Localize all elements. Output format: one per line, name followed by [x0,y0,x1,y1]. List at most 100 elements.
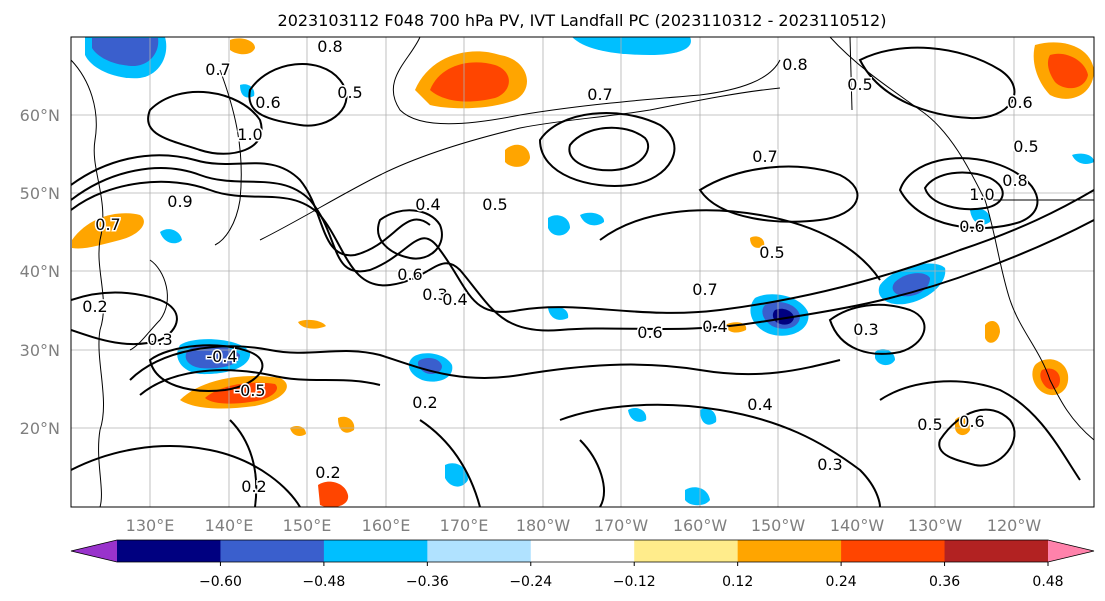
lon-label: 140°W [830,516,885,535]
border-alaska [849,37,853,111]
colorbar-segment [427,540,532,562]
anomaly-negative-south-japan-core [185,345,240,369]
contour-label: 0.6 [1007,93,1032,112]
colorbar-tick-label: 0.36 [929,574,960,590]
contour-label: -0.4 [206,347,237,366]
lon-label: 150°W [751,516,806,535]
anomaly-negative-small-2 [580,212,605,226]
contour-label: 0.2 [82,297,107,316]
colorbar-segment [634,540,739,562]
coastline-aleutians [259,87,781,241]
contour-label: 0.2 [412,393,437,412]
coastline-north-america [829,37,1094,441]
anomaly-positive-small-3 [985,320,1000,343]
lat-label: 30°N [20,341,60,360]
contour-label: 0.6 [959,217,984,236]
contour-north-2 [147,90,263,155]
chart-title: 2023103112 F048 700 hPa PV, IVT Landfall… [278,11,887,30]
anomaly-negative-central-core [417,358,442,374]
contour-label: 0.7 [692,280,717,299]
anomaly-negative-small-4 [685,487,710,506]
colorbar-tick-label: −0.24 [509,574,552,590]
contour-subtropical-2 [139,369,381,396]
colorbar-segment [323,540,428,562]
contour-label: -0.5 [234,381,265,400]
lon-label: 150°E [283,516,332,535]
contour-label: 1.0 [237,125,262,144]
contour-south-1 [71,445,301,507]
contour-canada-low-inner [923,171,1004,211]
contour-northeast [858,46,1016,120]
map-panel: 0.8 0.7 0.6 0.5 0.4 0.3 0.2 1.0 -0.4 -0.5 0.9 0.7 0.… [70,36,1095,508]
contour-label: 0.3 [147,330,172,349]
anomaly-positive-kamchatka [72,213,144,249]
anomaly-negative-small-1 [548,215,570,236]
pv-contours [71,46,1094,507]
lat-label: 40°N [20,262,60,281]
latitude-labels: 60°N 50°N 40°N 30°N 20°N [20,106,60,438]
contour-westerly-3 [71,154,431,257]
contour-south-3 [579,439,605,507]
anomaly-positive-small-2 [230,38,255,55]
colorbar-segment [944,540,1049,562]
anomaly-negative-northwest-core [92,38,159,66]
contour-label: 0.5 [917,415,942,434]
colorbar-segment [530,540,635,562]
anomaly-negative-small-11 [700,408,717,425]
contour-label: 0.7 [752,147,777,166]
lat-label: 50°N [20,184,60,203]
colorbar-segment [117,540,221,562]
anomaly-positive-northeast-core [1047,53,1088,89]
contour-label: 0.4 [442,290,467,309]
anomaly-positive-south [318,481,349,507]
contour-label: 0.5 [759,243,784,262]
lon-label: 170°W [594,516,649,535]
lon-label: 160°W [673,516,728,535]
lon-label: 180°W [516,516,571,535]
contour-east-1 [879,380,1081,481]
colorbar-extend-min [71,540,117,562]
anomaly-positive-philippine-core [205,382,278,404]
anomaly-positive-small-7 [290,426,306,436]
colorbar-tick-label: −0.60 [199,574,242,590]
anomaly-negative-small-3 [445,463,468,487]
lat-label: 60°N [20,106,60,125]
contour-label: 0.8 [782,55,807,74]
contour-label: 0.3 [853,320,878,339]
longitude-labels: 130°E 140°E 150°E 160°E 170°E 180°W 170°… [126,516,1042,535]
contour-label: 0.5 [1013,137,1038,156]
contour-label: 0.8 [1002,171,1027,190]
contour-label: 0.6 [959,412,984,431]
contour-label: 0.4 [415,195,440,214]
anomaly-positive-alaska-core [430,62,509,102]
colorbar-segments [71,540,1094,562]
contour-central-loop [377,209,443,260]
contour-alaska-low [538,112,676,187]
contour-label: 0.7 [205,60,230,79]
contour-midnorth-2 [599,209,881,281]
lon-label: 130°E [126,516,175,535]
contour-label: 0.7 [587,85,612,104]
contour-hawaii-2 [419,419,481,507]
contour-label: 0.5 [847,75,872,94]
coastline-japan [129,259,168,351]
contour-label: 0.2 [315,463,340,482]
contour-subtropical-1 [129,345,841,381]
colorbar: −0.60 −0.48 −0.36 −0.24 −0.12 0.12 0.24 0.36 0.4… [70,539,1095,590]
contour-east-2 [938,408,1016,467]
colorbar-outline [70,539,1095,563]
colorbar-tick-label: −0.36 [406,574,449,590]
contour-label: 0.9 [167,192,192,211]
contour-south-2 [229,419,258,507]
anomaly-positive-small-1 [505,144,530,167]
contour-westerly-2 [71,180,1094,332]
contour-label: 0.4 [747,395,772,414]
coastline-alaska [392,37,781,125]
anomaly-negative-small-10 [1072,153,1094,164]
colorbar-tick-label: −0.48 [302,574,345,590]
contour-label: 0.6 [637,323,662,342]
colorbar-segment [220,540,325,562]
coastline-asia [71,59,105,507]
anomaly-negative-small-6 [160,229,182,244]
contour-pv2-west [71,291,178,346]
